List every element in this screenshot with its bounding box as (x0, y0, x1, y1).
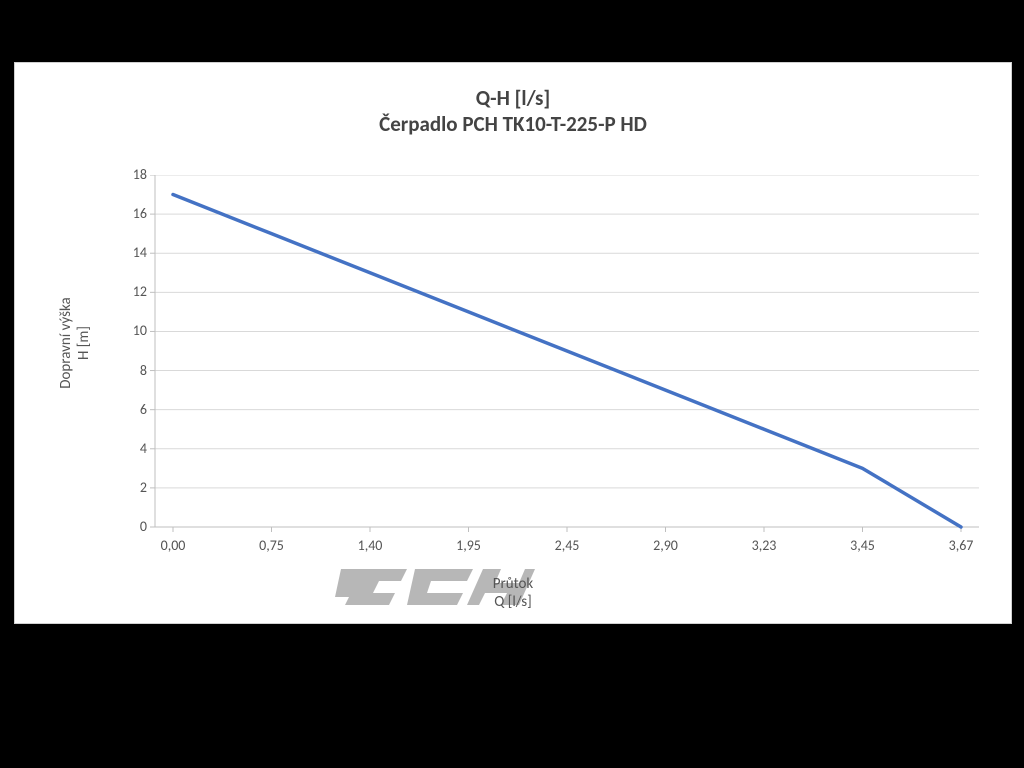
plot-area (69, 175, 983, 589)
x-tick-label: 2,45 (555, 537, 580, 554)
y-tick-label: 12 (119, 283, 147, 300)
y-tick-label: 18 (119, 166, 147, 183)
x-tick-label: 2,90 (653, 537, 678, 554)
x-tick-label: 0,00 (161, 537, 186, 554)
x-axis-label: Průtok Q [l/s] (15, 575, 1011, 611)
y-tick-label: 0 (119, 518, 147, 535)
y-tick-label: 4 (119, 440, 147, 457)
chart-title-block: Q-H [l/s] Čerpadlo PCH TK10-T-225-P HD (15, 63, 1011, 138)
x-tick-label: 3,23 (752, 537, 777, 554)
y-tick-label: 16 (119, 205, 147, 222)
chart-card: Q-H [l/s] Čerpadlo PCH TK10-T-225-P HD D… (14, 62, 1012, 624)
y-tick-label: 2 (119, 479, 147, 496)
y-tick-label: 8 (119, 362, 147, 379)
x-tick-label: 0,75 (259, 537, 284, 554)
x-tick-label: 3,45 (850, 537, 875, 554)
x-tick-label: 1,95 (456, 537, 481, 554)
chart-svg (69, 175, 983, 589)
x-tick-label: 3,67 (949, 537, 974, 554)
y-tick-label: 6 (119, 401, 147, 418)
x-tick-label: 1,40 (358, 537, 383, 554)
chart-title-line1: Q-H [l/s] (15, 85, 1011, 111)
y-tick-label: 14 (119, 244, 147, 261)
chart-title-line2: Čerpadlo PCH TK10-T-225-P HD (15, 111, 1011, 137)
y-tick-label: 10 (119, 322, 147, 339)
